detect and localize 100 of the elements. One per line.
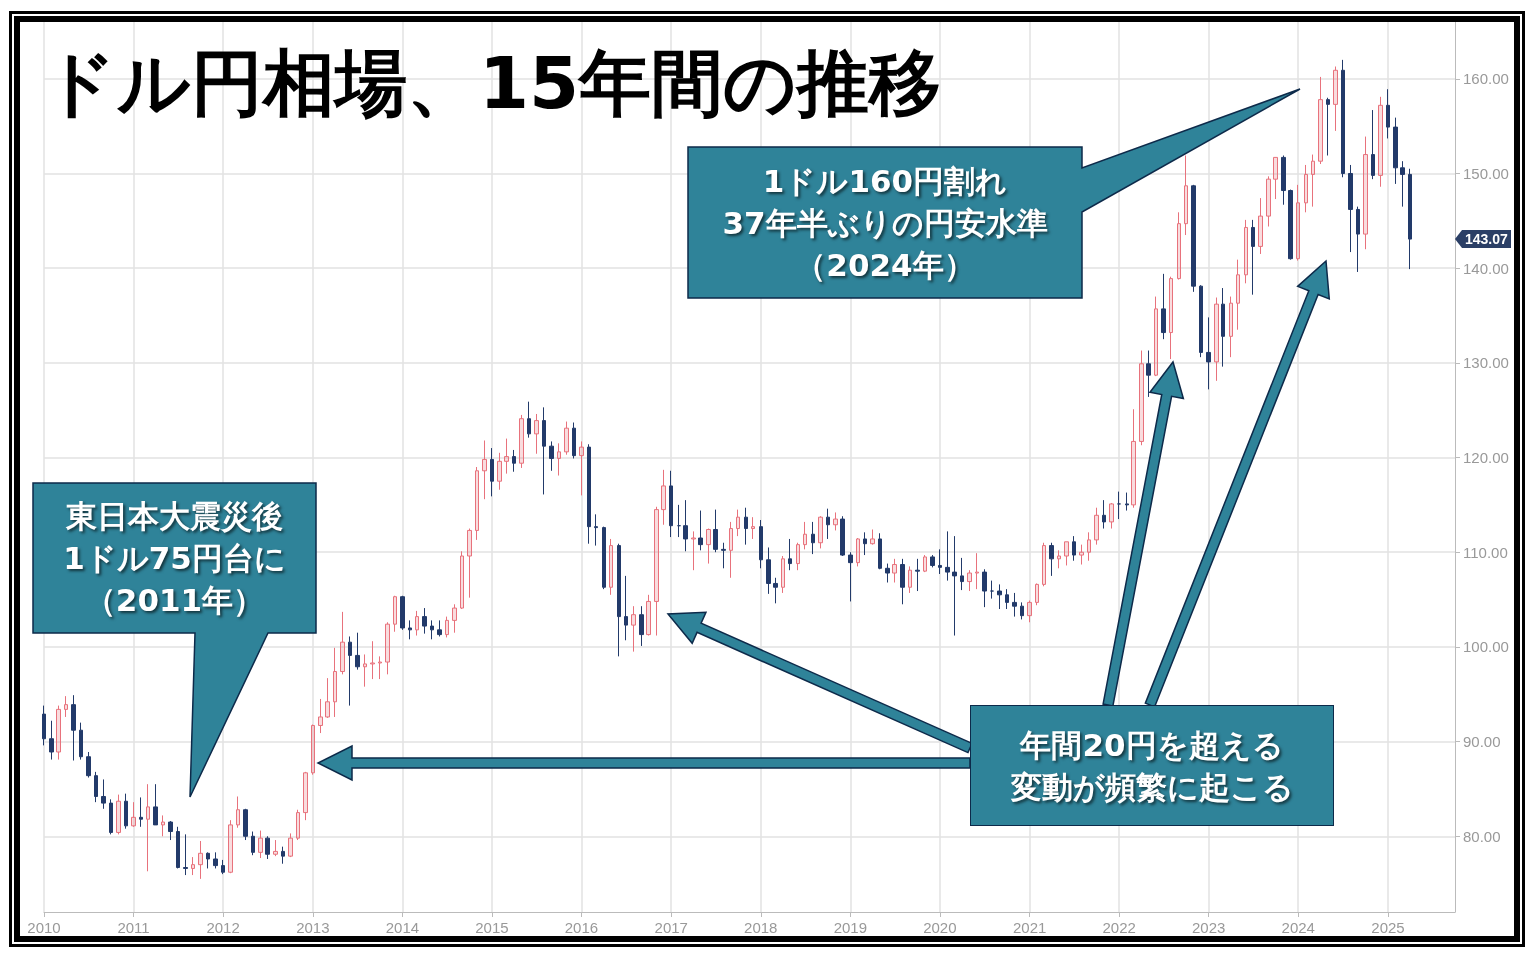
x-tick-label: 2015 [475, 919, 509, 936]
candlestick [1005, 588, 1009, 610]
x-tick-label: 2020 [923, 919, 957, 936]
candlestick [311, 724, 315, 776]
candlestick [191, 856, 195, 876]
y-tick-label: 90.00 [1463, 733, 1501, 751]
candlestick [572, 422, 576, 459]
candlestick [1363, 136, 1368, 250]
candlestick [1154, 296, 1158, 377]
candlestick [654, 506, 659, 637]
x-tick-label: 2011 [117, 919, 150, 936]
candlestick [1251, 219, 1255, 296]
candlestick [975, 552, 979, 590]
candlestick [1102, 499, 1106, 530]
candlestick [408, 619, 412, 640]
candlestick [1199, 284, 1203, 358]
candlestick [1318, 76, 1323, 165]
candlestick [751, 516, 755, 540]
annotation: 1ドル160円割れ37年半ぶりの円安水準（2024年） [722, 162, 1048, 283]
x-tick-label: 2021 [1012, 919, 1047, 936]
candlestick [131, 801, 136, 828]
candlestick [303, 771, 308, 821]
candlestick [71, 694, 76, 762]
candlestick [766, 546, 771, 595]
candlestick [228, 819, 233, 874]
x-tick-label: 2022 [1102, 919, 1136, 936]
candlestick [1064, 541, 1069, 566]
annotation: 東日本大震災後1ドル75円台に（2011年） [63, 498, 286, 618]
candlestick [713, 509, 718, 553]
candlestick [1236, 259, 1240, 331]
candlestick [430, 619, 434, 640]
candlestick [243, 808, 248, 841]
candlestick [325, 677, 330, 719]
candlestick [385, 621, 390, 675]
candlestick [1125, 492, 1129, 512]
candlestick [840, 515, 845, 557]
candlestick [1020, 601, 1024, 620]
candlestick [691, 530, 696, 571]
candlestick [221, 859, 225, 875]
candlestick [587, 443, 591, 545]
candlestick [1296, 184, 1300, 262]
candlestick [1094, 507, 1099, 546]
candlestick [639, 605, 644, 647]
y-tick-label: 160.00 [1463, 70, 1509, 88]
candlestick [945, 530, 950, 582]
candlestick [1273, 156, 1278, 200]
candlestick [729, 521, 733, 579]
candlestick [422, 607, 427, 635]
candlestick [1221, 287, 1225, 368]
candlestick [1087, 531, 1091, 562]
y-tick-label: 80.00 [1463, 827, 1501, 845]
candlestick [952, 535, 957, 637]
candlestick [900, 558, 905, 605]
candlestick [721, 542, 726, 569]
candlestick [109, 798, 113, 835]
candlestick [1371, 109, 1375, 180]
candlestick [811, 521, 815, 555]
x-tick-label: 2024 [1281, 919, 1315, 936]
candlestick [236, 795, 240, 829]
candlestick [1117, 491, 1121, 520]
candlestick [923, 554, 927, 573]
candlestick [990, 580, 994, 600]
candlestick [669, 470, 673, 538]
candlestick [967, 569, 972, 592]
y-tick-label: 100.00 [1463, 638, 1509, 656]
candlestick [1229, 296, 1233, 358]
candlestick [579, 440, 584, 496]
candlestick [759, 519, 763, 569]
candlestick [482, 439, 487, 500]
candlestick [960, 557, 964, 591]
candlestick [683, 499, 688, 552]
candlestick [378, 655, 382, 680]
candlestick [1177, 211, 1181, 281]
candlestick [624, 575, 628, 641]
candlestick [744, 507, 748, 546]
candlestick [452, 603, 457, 634]
candlestick [1184, 155, 1188, 236]
candlestick [1079, 544, 1084, 566]
candlestick [1042, 542, 1046, 587]
candlestick [1281, 155, 1286, 206]
x-tick-label: 2025 [1371, 919, 1405, 936]
candlestick [213, 851, 218, 869]
candlestick [116, 794, 121, 835]
candlestick [296, 809, 300, 841]
candlestick [863, 531, 867, 556]
y-tick-label: 130.00 [1463, 354, 1509, 372]
candlestick [1333, 66, 1338, 132]
candlestick [1356, 206, 1360, 273]
chart-title: ドル円相場、15年間の推移 [43, 41, 942, 125]
candlestick [281, 846, 285, 865]
candlestick [781, 555, 785, 594]
candlestick [42, 705, 46, 746]
candlestick [1035, 582, 1039, 606]
candlestick [788, 538, 792, 571]
candlestick [1378, 96, 1383, 188]
candlestick [1311, 154, 1315, 208]
candlestick [1393, 117, 1398, 185]
text: 143.07 [1462, 230, 1511, 249]
candlestick [273, 839, 278, 857]
candlestick [49, 720, 54, 761]
